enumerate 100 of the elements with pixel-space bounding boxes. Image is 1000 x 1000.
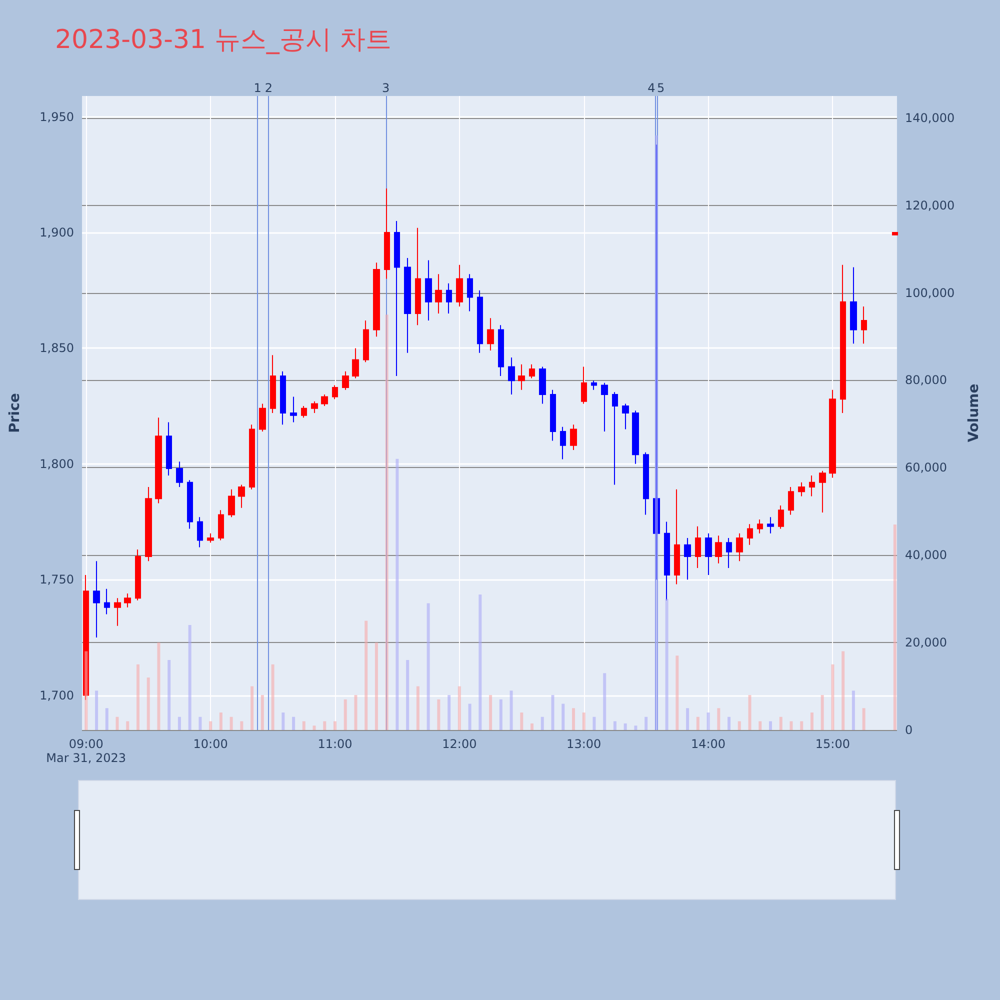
y2-tick-label: 40,000 (905, 548, 947, 562)
bar (810, 712, 814, 730)
bar (686, 708, 690, 730)
bar (790, 721, 793, 730)
candlestick (695, 526, 701, 569)
bar (282, 712, 285, 730)
candlestick (207, 532, 214, 544)
candlestick (228, 488, 235, 518)
candlestick (674, 488, 680, 585)
candlestick (290, 396, 297, 423)
bar (510, 690, 513, 730)
bar (676, 656, 679, 730)
bar (344, 699, 347, 730)
y-tick-label: 1,900 (40, 226, 74, 240)
bar (437, 699, 440, 730)
bar (374, 642, 378, 730)
bar (893, 524, 896, 730)
bar (260, 695, 264, 730)
candlestick (705, 532, 712, 576)
candlestick (435, 274, 442, 314)
candlestick (384, 188, 390, 280)
bar (323, 721, 326, 730)
ref-line-label: 2 (264, 81, 272, 95)
y2-tick-label: 140,000 (905, 110, 955, 125)
y-tick-label: 1,950 (40, 110, 74, 124)
candlestick (238, 484, 245, 508)
candlestick (93, 560, 100, 638)
y-tick-label: 1,800 (40, 456, 74, 471)
candlestick (829, 389, 836, 478)
x-tick-label: 15:00 (815, 737, 850, 751)
candlestick (114, 598, 121, 626)
candlestick (270, 354, 276, 414)
text: Mar 31, 2023 (46, 751, 126, 765)
bar (95, 690, 98, 730)
bar (188, 625, 192, 730)
bar (820, 695, 824, 730)
y2-tick-label: 60,000 (905, 460, 947, 475)
bar (852, 690, 855, 730)
candlestick (861, 306, 867, 344)
candlestick (736, 532, 743, 562)
x-tick-label: 09:00 (68, 737, 104, 751)
bar (302, 721, 306, 730)
bar (354, 695, 358, 730)
bar (769, 721, 772, 730)
bar (644, 716, 648, 730)
bar (562, 704, 565, 730)
candlestick (415, 227, 421, 326)
bar (520, 712, 524, 730)
x-tick-label: 11:00 (318, 737, 352, 751)
bar (458, 686, 461, 730)
candlestick (612, 392, 618, 486)
bar (136, 664, 140, 730)
ref-line-label: 3 (382, 81, 390, 95)
candlestick (425, 260, 432, 321)
bar (168, 660, 171, 730)
x-tick-label: 14:00 (690, 737, 726, 751)
bar (634, 726, 638, 730)
y2-tick-label: 100,000 (905, 286, 955, 300)
candlestick (819, 470, 826, 513)
y2-tick-label: 0 (905, 723, 913, 737)
candlestick (487, 318, 494, 352)
candlestick (560, 426, 566, 460)
y-tick-label: 1,750 (40, 572, 74, 587)
x-tick-label: 10:00 (193, 737, 228, 751)
candlestick (581, 366, 587, 404)
candlestick (747, 524, 753, 546)
bar (478, 594, 482, 730)
candlestick (467, 274, 473, 312)
bar (468, 704, 472, 730)
bar (448, 695, 451, 730)
candlestick (259, 403, 266, 432)
bar (105, 708, 108, 730)
candlestick (124, 592, 131, 608)
candlestick (280, 370, 286, 426)
y-axis-title: Price (7, 393, 23, 433)
bar (758, 721, 762, 730)
bar (665, 598, 668, 730)
bar (499, 699, 502, 730)
candlestick (446, 282, 452, 314)
candlestick (342, 370, 349, 390)
bar (489, 695, 492, 730)
bar (779, 716, 782, 730)
bar (219, 712, 222, 730)
bar (240, 721, 244, 730)
candlestick (218, 510, 224, 541)
candlestick (798, 482, 805, 497)
bar (334, 721, 337, 730)
candlestick (498, 324, 504, 376)
bar (146, 678, 150, 730)
bar (416, 686, 420, 730)
bar (717, 708, 720, 730)
candlestick (726, 537, 732, 569)
bar (271, 664, 274, 730)
candlestick (757, 518, 763, 534)
candlestick (622, 403, 629, 430)
candlestick (892, 232, 898, 236)
candlestick (840, 264, 846, 414)
candlestick (145, 486, 152, 562)
bar (385, 314, 388, 730)
bar (800, 721, 804, 730)
